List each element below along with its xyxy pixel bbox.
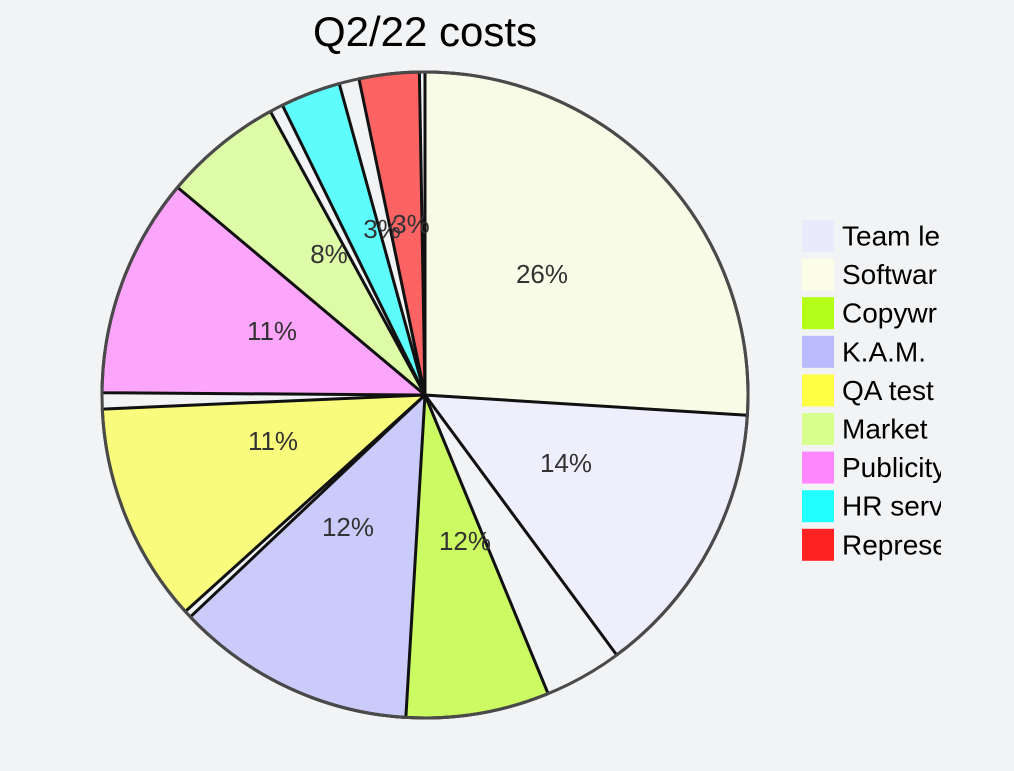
legend-swatch-5 bbox=[802, 374, 834, 407]
slice-label-4: 12% bbox=[322, 512, 374, 542]
legend-swatch-8 bbox=[802, 490, 834, 523]
legend-label-3: Copywr bbox=[842, 298, 937, 329]
legend-label-8: HR serv bbox=[842, 491, 943, 522]
legend-swatch-4 bbox=[802, 335, 834, 368]
legend-label-9: Represe bbox=[842, 529, 948, 560]
slice-label-5: 11% bbox=[248, 426, 298, 456]
slice-labels: 14% 26% 12% 12% 11% 8% 11% 3%3% bbox=[247, 209, 592, 556]
legend-label-5: QA test bbox=[842, 375, 934, 406]
legend-swatch-6 bbox=[802, 413, 834, 445]
slice-label-9: 3% bbox=[392, 209, 430, 239]
pie-slices bbox=[100, 70, 750, 720]
legend-swatch-3 bbox=[802, 297, 834, 330]
legend-label-6: Market bbox=[842, 414, 928, 445]
slice-label-6: 8% bbox=[310, 239, 348, 269]
legend-swatch-9 bbox=[802, 528, 834, 561]
slice-label-2: 26% bbox=[516, 259, 568, 289]
legend-label-2: Softwar bbox=[842, 259, 937, 290]
slice-label-8: 3% bbox=[363, 214, 401, 244]
pie-slice-2 bbox=[423, 70, 750, 417]
slice-label-3: 12% bbox=[439, 526, 491, 556]
chart-title: Q2/22 costs bbox=[313, 8, 537, 55]
legend-swatch-7 bbox=[802, 451, 834, 484]
pie-outline bbox=[100, 70, 750, 720]
legend-swatch-2 bbox=[802, 258, 834, 291]
slice-label-1: 14% bbox=[540, 448, 592, 478]
legend-label-1: Team le bbox=[842, 221, 940, 252]
legend-label-7: Publicity bbox=[842, 452, 946, 483]
slice-label-7: 11% bbox=[247, 316, 297, 346]
legend: Team le Softwar Copywr K.A.M. QA test Market P… bbox=[802, 220, 948, 561]
legend-label-4: K.A.M. bbox=[842, 336, 926, 367]
legend-swatch-1 bbox=[802, 220, 834, 252]
